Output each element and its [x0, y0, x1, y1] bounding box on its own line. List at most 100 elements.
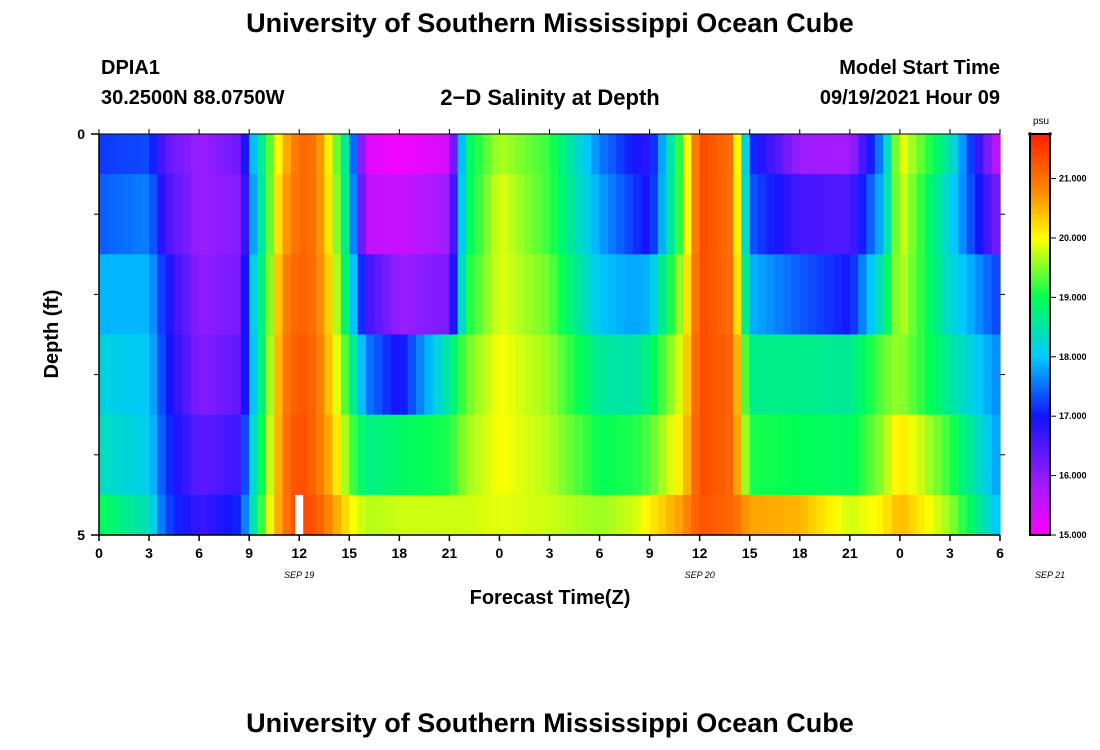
- colorbar-segment: [1030, 177, 1050, 182]
- x-tick-label: 15: [742, 545, 758, 561]
- heatmap-cell: [741, 174, 751, 255]
- heatmap-cell: [399, 414, 409, 496]
- heatmap-cell: [666, 494, 676, 536]
- x-tick-label: 6: [596, 545, 604, 561]
- heatmap-cell: [99, 414, 108, 496]
- heatmap-cell: [140, 334, 150, 416]
- heatmap-cell: [374, 334, 384, 416]
- heatmap-cell: [816, 134, 826, 175]
- heatmap-cell: [299, 334, 309, 416]
- heatmap-cell: [357, 494, 367, 536]
- heatmap-cell: [899, 254, 909, 335]
- heatmap-cell: [866, 414, 876, 496]
- colorbar-unit: psu: [1033, 116, 1049, 127]
- heatmap-cell: [149, 494, 158, 536]
- colorbar-segment: [1030, 250, 1050, 255]
- colorbar-segment: [1030, 291, 1050, 295]
- heatmap-cell: [624, 134, 634, 175]
- heatmap-cell: [190, 254, 200, 335]
- heatmap-cell: [424, 134, 434, 175]
- heatmap-cell: [224, 414, 234, 496]
- heatmap-cell: [215, 134, 225, 175]
- heatmap-cell: [866, 174, 876, 255]
- heatmap-cell: [983, 134, 993, 175]
- heatmap-cell: [949, 334, 959, 416]
- heatmap-cell: [991, 174, 1001, 255]
- heatmap-cell: [966, 134, 976, 175]
- heatmap-cell: [407, 414, 417, 496]
- heatmap-cell: [399, 134, 409, 175]
- heatmap-cell: [199, 134, 209, 175]
- heatmap-cell: [674, 134, 684, 175]
- heatmap-cell: [708, 334, 717, 416]
- heatmap-cell: [866, 134, 876, 175]
- heatmap-cell: [441, 174, 450, 255]
- heatmap-cell: [416, 414, 425, 496]
- heatmap-cell: [908, 174, 918, 255]
- heatmap-cell: [299, 494, 309, 536]
- heatmap-cell: [107, 494, 117, 536]
- heatmap-cell: [557, 334, 567, 416]
- heatmap-cell: [182, 134, 192, 175]
- heatmap-cell: [808, 334, 818, 416]
- heatmap-cell: [132, 414, 142, 496]
- colorbar-segment: [1030, 458, 1050, 463]
- colorbar-segment: [1030, 230, 1050, 235]
- colorbar-segment: [1030, 468, 1050, 473]
- colorbar-segment: [1030, 140, 1050, 145]
- heatmap-cell: [382, 494, 392, 536]
- heatmap-cell: [324, 334, 334, 416]
- footer-title: University of Southern Mississippi Ocean…: [246, 708, 854, 738]
- heatmap-cell: [708, 494, 717, 536]
- heatmap-cell: [674, 254, 684, 335]
- heatmap-cell: [766, 334, 776, 416]
- heatmap-cell: [949, 414, 959, 496]
- heatmap-cell: [649, 334, 659, 416]
- model-start-label: Model Start Time: [839, 57, 1000, 79]
- plot-title: 2−D Salinity at Depth: [440, 85, 660, 110]
- heatmap-cell: [390, 414, 400, 496]
- heatmap-cell: [591, 134, 601, 175]
- heatmap-cell: [716, 494, 726, 536]
- heatmap-cell: [582, 334, 592, 416]
- heatmap-cell: [908, 334, 918, 416]
- heatmap-cell: [115, 334, 125, 416]
- heatmap-cell: [190, 334, 200, 416]
- colorbar-segment: [1030, 150, 1050, 155]
- heatmap-cell: [349, 334, 359, 416]
- heatmap-cell: [557, 414, 567, 496]
- colorbar-segment: [1030, 408, 1050, 412]
- heatmap-cell: [624, 494, 634, 536]
- heatmap-cell: [432, 334, 442, 416]
- heatmap-cell: [249, 174, 259, 255]
- heatmap-cell: [224, 494, 234, 536]
- heatmap-cell: [407, 494, 417, 536]
- heatmap-cell: [340, 414, 350, 496]
- heatmap-cell: [115, 414, 125, 496]
- heatmap-cell: [274, 334, 284, 416]
- heatmap-cell: [199, 254, 209, 335]
- colorbar-segment: [1030, 411, 1050, 416]
- heatmap-cell: [958, 134, 968, 175]
- heatmap-cell: [799, 414, 809, 496]
- heatmap-cell: [916, 414, 926, 496]
- heatmap-cell: [265, 174, 275, 255]
- heatmap-cell: [983, 174, 993, 255]
- heatmap-cell: [991, 414, 1001, 496]
- heatmap-cell: [132, 134, 142, 175]
- heatmap-cell: [833, 414, 843, 496]
- colorbar-segment: [1030, 391, 1050, 396]
- heatmap-cell: [649, 254, 659, 335]
- heatmap-cell: [149, 254, 158, 335]
- colorbar-segment: [1030, 224, 1050, 229]
- colorbar-segment: [1030, 344, 1050, 349]
- heatmap-cell: [791, 174, 801, 255]
- heatmap-cell: [532, 134, 542, 175]
- colorbar-segment: [1030, 524, 1050, 529]
- heatmap-cell: [424, 254, 434, 335]
- heatmap-cell: [332, 414, 342, 496]
- heatmap-cell: [749, 494, 759, 536]
- heatmap-cell: [741, 494, 751, 536]
- heatmap-cell: [924, 334, 934, 416]
- heatmap-cell: [691, 494, 701, 536]
